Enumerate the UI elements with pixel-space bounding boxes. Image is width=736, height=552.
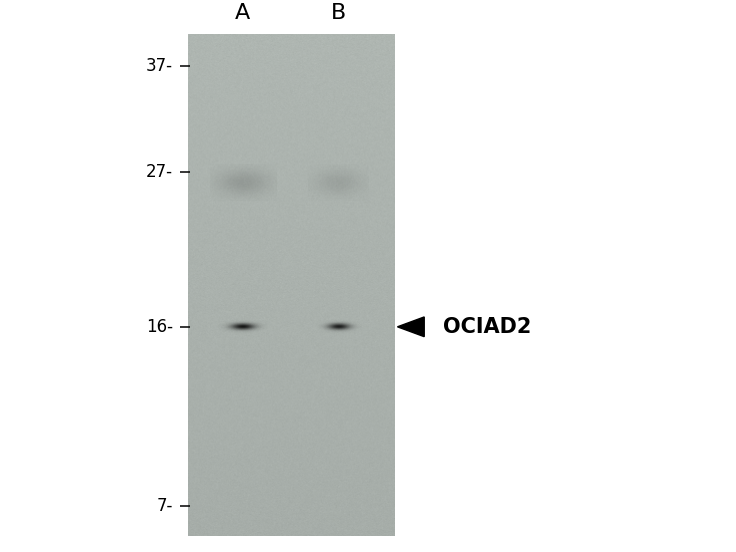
Text: A: A bbox=[236, 3, 250, 23]
Text: 37-: 37- bbox=[146, 57, 173, 76]
Text: OCIAD2: OCIAD2 bbox=[443, 317, 531, 337]
Text: 27-: 27- bbox=[146, 163, 173, 181]
Text: 16-: 16- bbox=[146, 318, 173, 336]
Text: 7-: 7- bbox=[157, 497, 173, 515]
Polygon shape bbox=[397, 317, 424, 337]
Text: B: B bbox=[331, 3, 346, 23]
